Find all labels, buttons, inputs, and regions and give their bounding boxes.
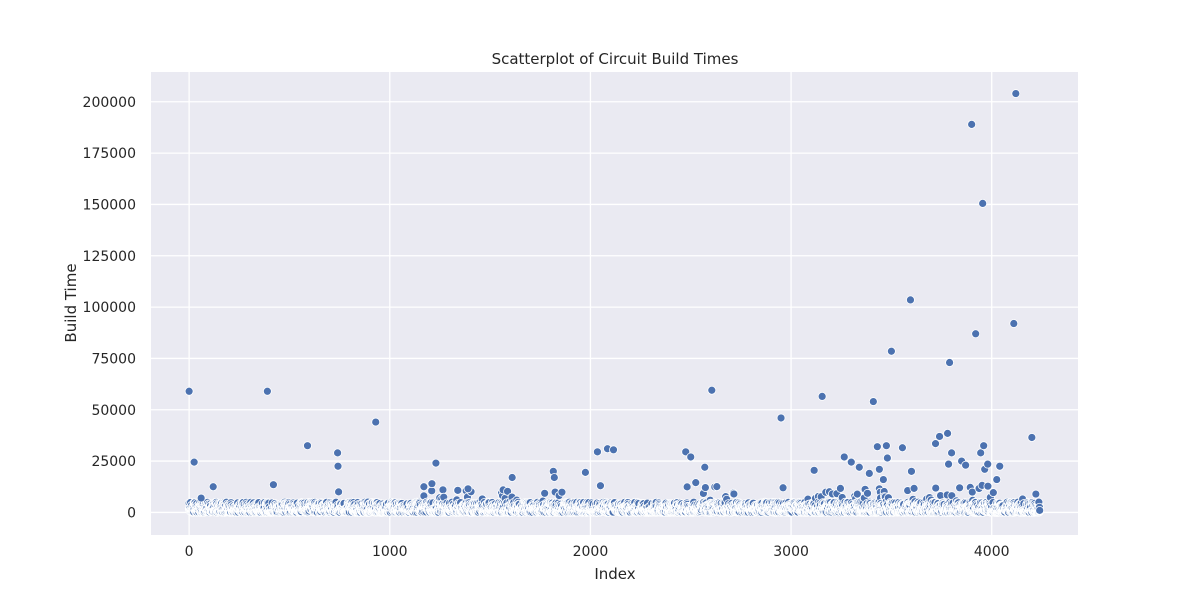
outlier-point	[427, 479, 437, 489]
x-axis-title: Index	[594, 565, 635, 583]
outlier-point	[864, 468, 874, 478]
data-point	[1031, 489, 1041, 499]
y-tick-label: 200000	[83, 95, 136, 111]
x-tick-label: 0	[185, 544, 194, 560]
outlier-point	[817, 392, 827, 401]
outlier-point	[898, 443, 907, 453]
data-point	[729, 489, 739, 499]
data-point	[955, 483, 965, 493]
x-tick-labels: 0 1000 2000 3000 4000	[185, 544, 1010, 560]
data-point	[540, 488, 550, 498]
data-point	[863, 488, 872, 498]
outlier-point	[303, 441, 312, 451]
x-tick-label: 3000	[773, 544, 809, 560]
outlier-point	[868, 397, 878, 406]
y-tick-label: 50000	[91, 403, 136, 419]
outlier-point	[593, 447, 602, 457]
x-tick-label: 1000	[372, 544, 408, 560]
y-tick-label: 25000	[91, 454, 136, 470]
outlier-point	[431, 458, 441, 468]
data-point	[988, 488, 998, 498]
outlier-point	[983, 459, 993, 469]
data-point	[438, 485, 448, 495]
outlier-point	[609, 445, 618, 455]
outlier-point	[196, 493, 206, 503]
outlier-point	[971, 329, 981, 339]
data-point	[931, 483, 941, 493]
outlier-point	[992, 475, 1002, 484]
outlier-point	[268, 480, 278, 490]
outlier-point	[881, 441, 891, 451]
data-point	[453, 485, 463, 495]
y-tick-labels: 0 25000 50000 75000 100000 125000 150000 175000…	[83, 95, 136, 522]
data-point	[1035, 505, 1045, 515]
outlier-point	[371, 417, 381, 427]
outlier-point	[995, 461, 1005, 471]
outlier-point	[686, 452, 696, 462]
outlier-point	[1011, 89, 1021, 98]
data-point	[700, 483, 710, 492]
outlier-point	[839, 452, 849, 462]
points-layer	[184, 89, 1045, 517]
outlier-point	[262, 386, 272, 396]
outlier-point	[778, 483, 788, 493]
outlier-point	[854, 462, 864, 472]
outlier-point	[947, 448, 956, 458]
outlier-point	[961, 460, 971, 470]
x-tick-label: 4000	[974, 544, 1010, 560]
data-point	[836, 484, 845, 493]
outlier-point	[979, 441, 989, 451]
outlier-point	[189, 457, 199, 467]
data-point	[712, 482, 722, 492]
outlier-point	[581, 467, 590, 477]
outlier-point	[874, 464, 884, 474]
outlier-point	[882, 453, 892, 463]
outlier-point	[978, 199, 988, 208]
y-tick-label: 75000	[91, 351, 136, 367]
outlier-point	[846, 457, 856, 467]
y-tick-label: 175000	[83, 146, 136, 162]
outlier-point	[691, 478, 701, 488]
outlier-point	[549, 473, 559, 482]
outlier-point	[945, 358, 954, 367]
y-tick-label: 0	[127, 505, 136, 521]
outlier-point	[931, 439, 940, 449]
outlier-point	[184, 386, 194, 396]
y-tick-label: 100000	[83, 300, 136, 316]
outlier-point	[507, 473, 517, 482]
y-tick-label: 150000	[83, 197, 136, 213]
outlier-point	[333, 461, 343, 471]
data-point	[909, 483, 919, 493]
outlier-point	[463, 484, 473, 494]
outlier-point	[707, 385, 717, 395]
data-point	[557, 487, 567, 497]
outlier-point	[944, 459, 953, 469]
plot-background	[151, 72, 1078, 535]
outlier-point	[208, 482, 218, 492]
outlier-point	[809, 465, 819, 475]
x-tick-label: 2000	[573, 544, 609, 560]
chart-title: Scatterplot of Circuit Build Times	[492, 50, 739, 68]
outlier-point	[935, 432, 944, 441]
outlier-point	[419, 482, 429, 492]
outlier-point	[878, 475, 888, 484]
outlier-point	[906, 295, 915, 305]
outlier-point	[1027, 433, 1037, 442]
data-point	[983, 481, 993, 491]
data-point	[682, 482, 692, 492]
outlier-point	[334, 487, 344, 497]
outlier-point	[776, 413, 786, 423]
outlier-point	[907, 466, 916, 476]
outlier-point	[872, 442, 882, 452]
outlier-point	[1009, 319, 1019, 328]
outlier-point	[333, 448, 343, 458]
outlier-point	[943, 428, 952, 438]
outlier-point	[596, 481, 605, 491]
outlier-point	[700, 462, 710, 472]
y-axis-title: Build Time	[62, 263, 80, 342]
y-tick-label: 125000	[83, 249, 136, 265]
outlier-point	[967, 119, 977, 129]
outlier-point	[887, 346, 896, 356]
